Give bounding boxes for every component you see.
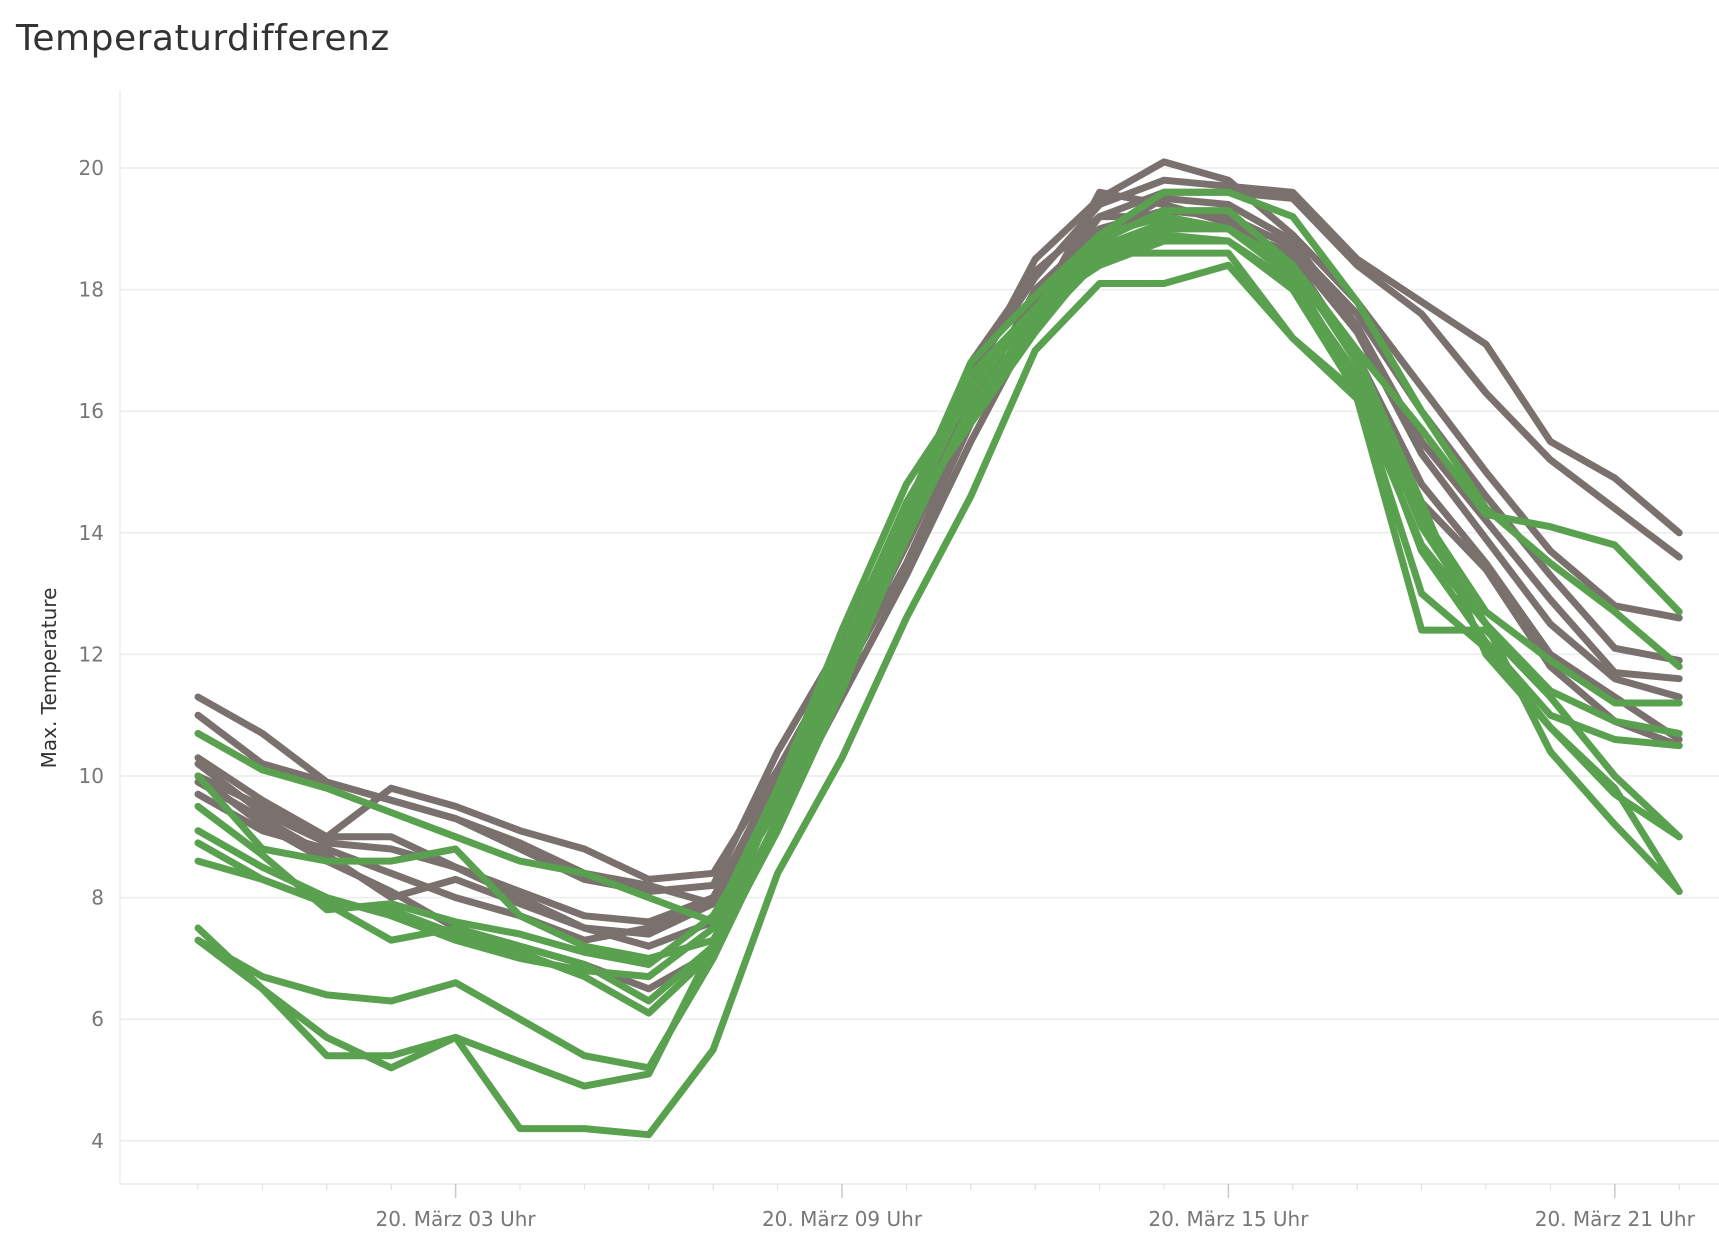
y-tick-label: 4 — [91, 1129, 104, 1153]
y-tick-label: 6 — [91, 1007, 104, 1031]
y-tick-label: 14 — [79, 521, 104, 545]
y-axis-title: Max. Temperature — [37, 588, 61, 769]
y-tick-label: 20 — [79, 156, 104, 180]
y-tick-label: 8 — [91, 886, 104, 910]
series-line-green-16 — [194, 249, 1683, 1072]
y-tick-label: 18 — [79, 278, 104, 302]
y-tick-label: 16 — [79, 399, 104, 423]
series-line-gray-8 — [194, 225, 1683, 993]
y-tick-label: 12 — [79, 642, 104, 666]
x-tick-label: 20. März 21 Uhr — [1535, 1207, 1696, 1231]
x-tick-label: 20. März 09 Uhr — [762, 1207, 923, 1231]
axes: 4 6 8 10 12 14 16 18 20 20. März 03 Uhr 20. März 0… — [79, 90, 1719, 1231]
series-lines — [194, 158, 1683, 1139]
series-line-green-17 — [194, 213, 1683, 1090]
series-line-green-12 — [194, 237, 1683, 981]
y-tick-label: 10 — [79, 764, 104, 788]
series-line-gray-7 — [194, 188, 1683, 950]
series-line-green-15 — [194, 261, 1683, 1139]
x-tick-label: 20. März 03 Uhr — [376, 1207, 537, 1231]
chart-title: Temperaturdifferenz — [16, 18, 390, 59]
series-line-green-14 — [194, 231, 1683, 1017]
series-line-gray-3 — [194, 158, 1683, 883]
x-tick-label: 20. März 15 Uhr — [1148, 1207, 1309, 1231]
